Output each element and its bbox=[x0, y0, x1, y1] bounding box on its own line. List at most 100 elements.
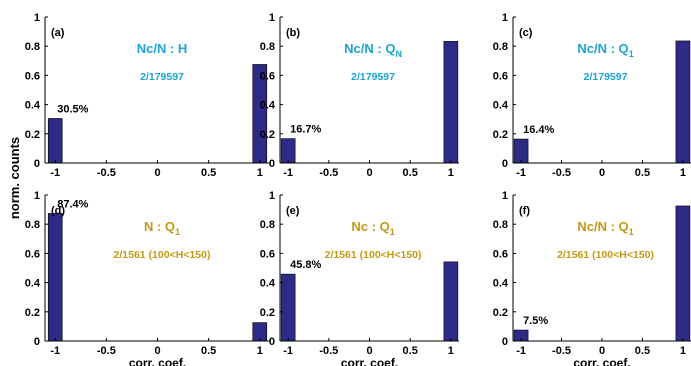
panel-e-bar-pos1 bbox=[443, 261, 459, 342]
panel-d-y-tick-label: 0 bbox=[34, 336, 40, 348]
panel-e-y-tick-label: 0.8 bbox=[260, 219, 275, 231]
panel-f-subtitle: 2/1561 (100<H<150) bbox=[557, 249, 654, 261]
panel-f-x-tick-label: -0.5 bbox=[552, 345, 571, 357]
panel-b-x-tick-label: 1 bbox=[448, 167, 454, 179]
panel-c-x-tick-label: 0 bbox=[599, 167, 605, 179]
panel-a-x-tick-label: 1 bbox=[257, 167, 263, 179]
panel-e-bar-neg1 bbox=[280, 273, 296, 342]
panel-f-y-tick-label: 0 bbox=[502, 336, 508, 348]
panel-a-x-tick-label: 0.5 bbox=[201, 167, 216, 179]
panel-c-label: (c) bbox=[519, 27, 533, 39]
panel-c-x-tick-label: -1 bbox=[516, 167, 526, 179]
panel-a-y-tick-label: 0.4 bbox=[25, 100, 41, 112]
panel-d-y-tick-label: 1 bbox=[34, 190, 40, 202]
panel-c-y-tick-label: 0.8 bbox=[493, 41, 508, 53]
panel-e-label: (e) bbox=[286, 205, 300, 217]
panel-b-y-tick-label: 0.6 bbox=[260, 70, 275, 82]
panel-f-bar-pos1 bbox=[675, 205, 691, 342]
panel-d-title: N : Q1 bbox=[144, 219, 180, 237]
panel-b-bar-label: 16.7% bbox=[290, 124, 321, 136]
panel-f-y-tick-label: 0.4 bbox=[493, 278, 509, 290]
panel-a-bar-label: 30.5% bbox=[57, 103, 88, 115]
panel-d-bar-label: 87.4% bbox=[57, 198, 88, 210]
panel-d-y-tick-label: 0.8 bbox=[25, 219, 40, 231]
panel-a-label: (a) bbox=[51, 27, 65, 39]
panel-d-x-tick-label: -1 bbox=[50, 345, 60, 357]
panel-f-y-tick-label: 0.6 bbox=[493, 248, 508, 260]
panel-d-xlabel: corr. coef. bbox=[129, 356, 186, 366]
panel-e-x-tick-label: 0.5 bbox=[403, 345, 418, 357]
panel-d-y-tick-label: 0.4 bbox=[25, 278, 41, 290]
panel-e-bar-label: 45.8% bbox=[290, 259, 321, 271]
panel-b-bar-neg1 bbox=[280, 138, 296, 164]
panel-d-x-tick-label: 0.5 bbox=[201, 345, 216, 357]
panel-f-label: (f) bbox=[519, 205, 530, 217]
panel-f-y-tick-label: 0.8 bbox=[493, 219, 508, 231]
panel-c-subtitle: 2/179597 bbox=[584, 71, 628, 83]
panel-e-x-tick-label: 1 bbox=[448, 345, 454, 357]
panel-b-x-tick-label: -0.5 bbox=[319, 167, 338, 179]
panel-c-bar-label: 16.4% bbox=[523, 124, 554, 136]
panel-a-title: Nc/N : H bbox=[137, 41, 188, 56]
panel-e-title: Nc : Q1 bbox=[351, 219, 394, 237]
panel-d-y-tick-label: 0.6 bbox=[25, 248, 40, 260]
panel-c-bar-pos1 bbox=[675, 40, 691, 164]
shared-ylabel: norm. counts bbox=[7, 137, 22, 219]
panel-b-y-tick-label: 1 bbox=[269, 12, 275, 24]
panel-f-y-tick-label: 1 bbox=[502, 190, 508, 202]
panel-c-x-tick-label: -0.5 bbox=[552, 167, 571, 179]
panel-a-y-tick-label: 0.8 bbox=[25, 41, 40, 53]
panel-d-x-tick-label: 0 bbox=[154, 345, 160, 357]
panel-e-y-tick-label: 0 bbox=[269, 336, 275, 348]
panel-c-y-tick-label: 0.2 bbox=[493, 129, 508, 141]
panel-a-x-tick-label: 0 bbox=[154, 167, 160, 179]
panel-d-x-tick-label: 1 bbox=[257, 345, 263, 357]
panel-f-xlabel: corr. coef. bbox=[573, 356, 630, 366]
panel-a-y-tick-label: 0.2 bbox=[25, 129, 40, 141]
panel-b-x-tick-label: 0 bbox=[366, 167, 372, 179]
panel-f-x-tick-label: 0.5 bbox=[635, 345, 650, 357]
panel-c-y-tick-label: 0 bbox=[502, 158, 508, 170]
panel-c-y-tick-label: 0.6 bbox=[493, 70, 508, 82]
panel-b-label: (b) bbox=[286, 27, 300, 39]
panel-e-y-tick-label: 0.6 bbox=[260, 248, 275, 260]
panel-c-x-tick-label: 0.5 bbox=[635, 167, 650, 179]
panel-e-xlabel: corr. coef. bbox=[341, 356, 398, 366]
panel-b-y-tick-label: 0.4 bbox=[260, 100, 276, 112]
panel-c-y-tick-label: 1 bbox=[502, 12, 508, 24]
panel-c-x-tick-label: 1 bbox=[680, 167, 686, 179]
panel-b-title: Nc/N : QN bbox=[344, 41, 402, 59]
panel-d-label: (d) bbox=[51, 205, 65, 217]
panel-e-subtitle: 2/1561 (100<H<150) bbox=[325, 249, 422, 261]
panel-b-subtitle: 2/179597 bbox=[351, 71, 395, 83]
panel-d-x-tick-label: -0.5 bbox=[97, 345, 116, 357]
panel-f-x-tick-label: 0 bbox=[599, 345, 605, 357]
panel-d-subtitle: 2/1561 (100<H<150) bbox=[114, 249, 211, 261]
panel-b-y-tick-label: 0 bbox=[269, 158, 275, 170]
panel-a-subtitle: 2/179597 bbox=[140, 71, 184, 83]
panel-f-y-tick-label: 0.2 bbox=[493, 307, 508, 319]
panel-c-bar-neg1 bbox=[513, 138, 529, 164]
panel-e-y-tick-label: 0.2 bbox=[260, 307, 275, 319]
panel-d-y-tick-label: 0.2 bbox=[25, 307, 40, 319]
panel-d-bar-neg1 bbox=[47, 213, 63, 342]
panel-a-x-tick-label: -0.5 bbox=[97, 167, 116, 179]
panel-f-x-tick-label: -1 bbox=[516, 345, 526, 357]
panel-a-y-tick-label: 0 bbox=[34, 158, 40, 170]
panel-c-y-tick-label: 0.4 bbox=[493, 100, 509, 112]
panel-e-y-tick-label: 0.4 bbox=[260, 278, 276, 290]
panel-e-x-tick-label: -1 bbox=[283, 345, 293, 357]
panel-f-title: Nc/N : Q1 bbox=[577, 219, 633, 237]
panel-a-x-tick-label: -1 bbox=[50, 167, 60, 179]
panel-b-bar-pos1 bbox=[443, 41, 459, 164]
panel-a-y-tick-label: 1 bbox=[34, 12, 40, 24]
panel-b-y-tick-label: 0.2 bbox=[260, 129, 275, 141]
panel-e-x-tick-label: 0 bbox=[366, 345, 372, 357]
panel-f-x-tick-label: 1 bbox=[680, 345, 686, 357]
panel-b-x-tick-label: 0.5 bbox=[403, 167, 418, 179]
panel-a-y-tick-label: 0.6 bbox=[25, 70, 40, 82]
panel-e-y-tick-label: 1 bbox=[269, 190, 275, 202]
panel-e-x-tick-label: -0.5 bbox=[319, 345, 338, 357]
panel-a-bar-neg1 bbox=[47, 118, 63, 164]
